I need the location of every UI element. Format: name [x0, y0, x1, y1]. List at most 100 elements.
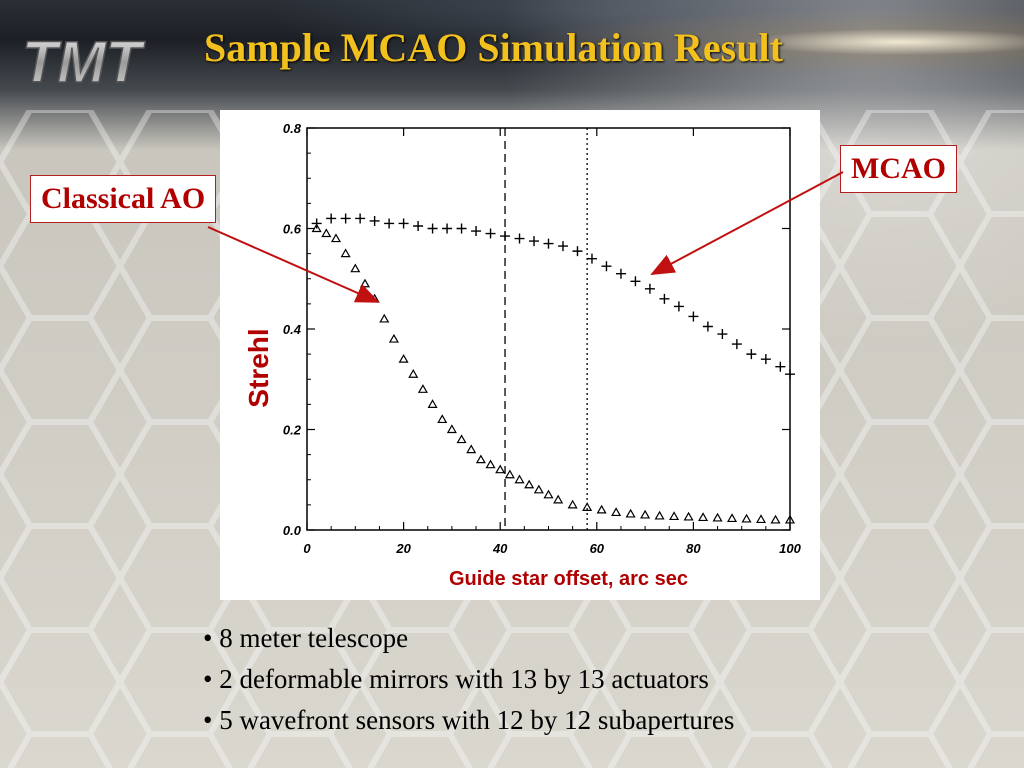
triangle-point [654, 510, 665, 520]
bullet-item: • 8 meter telescope [203, 623, 409, 653]
x-tick-label: 0 [303, 541, 311, 556]
triangle-point [446, 424, 457, 434]
triangle-point [388, 333, 399, 343]
triangle-point [350, 263, 361, 273]
x-tick-label: 80 [686, 541, 701, 556]
chart-panel: 0 20 40 60 80 100 0.0 0.2 0.4 0.6 0.8 Guide star of… [220, 110, 820, 600]
cross-point [717, 329, 728, 340]
triangle-point [582, 502, 593, 511]
cross-point [601, 261, 612, 272]
cross-point [659, 293, 670, 304]
classical-ao-label: Classical AO [30, 175, 217, 223]
triangle-point [533, 484, 544, 494]
cross-point [413, 220, 424, 231]
triangle-point [784, 514, 796, 524]
triangle-point [625, 508, 636, 518]
cross-point [340, 213, 351, 224]
cross-point [586, 253, 597, 264]
cross-point [471, 226, 482, 237]
cross-point [369, 215, 380, 226]
triangle-point [669, 511, 680, 521]
tmt-logo: TMT [21, 29, 146, 96]
cross-point [688, 311, 699, 322]
triangle-point [698, 512, 709, 522]
x-tick-label: 60 [590, 541, 605, 556]
triangle-point [408, 369, 419, 378]
strehl-chart: 0 20 40 60 80 100 0.0 0.2 0.4 0.6 0.8 Guide star of… [243, 121, 802, 590]
slide-title: Sample MCAO Simulation Result [204, 25, 783, 70]
cross-point [644, 283, 655, 294]
triangle-point [359, 278, 370, 288]
cross-point [543, 238, 554, 249]
x-tick-label: 100 [779, 541, 801, 556]
cross-point [731, 339, 742, 350]
cross-point [673, 301, 684, 312]
cross-point [311, 218, 322, 229]
triangle-point [427, 399, 438, 408]
triangle-point [524, 479, 535, 489]
bullet-item: • 5 wavefront sensors with 12 by 12 suba… [203, 705, 735, 735]
triangle-point [770, 514, 781, 524]
cross-point [785, 369, 795, 380]
y-tick-label: 0.4 [283, 322, 302, 337]
triangle-point [514, 474, 525, 484]
triangle-point [553, 494, 564, 504]
cross-point [630, 276, 641, 287]
x-tick-label: 20 [395, 541, 411, 556]
y-tick-label: 0.2 [283, 423, 302, 438]
triangle-point [640, 509, 651, 519]
triangle-point [596, 504, 607, 514]
cross-point [760, 354, 771, 365]
triangle-point [495, 464, 506, 474]
triangle-point [321, 228, 332, 238]
triangle-point [755, 514, 767, 524]
bullet-list: • 8 meter telescope • 2 deformable mirro… [203, 618, 734, 741]
y-tick-label: 0.6 [283, 222, 302, 237]
y-axis-label: Strehl [243, 328, 274, 407]
triangle-point [340, 248, 351, 258]
triangle-point [543, 489, 554, 499]
cross-point [442, 223, 453, 234]
cross-point [398, 218, 409, 229]
triangle-point [369, 293, 380, 303]
triangle-point [417, 384, 428, 393]
cross-point [427, 223, 438, 234]
triangle-point [683, 511, 694, 521]
triangle-point [466, 444, 477, 454]
y-tick-label: 0.8 [283, 121, 302, 136]
logo-text: TMT [22, 30, 146, 95]
x-axis-label: Guide star offset, arc sec [449, 568, 688, 590]
triangle-point [379, 313, 390, 323]
cross-point [615, 268, 626, 279]
cross-point [572, 246, 583, 257]
cross-point [485, 228, 496, 239]
triangle-point [485, 459, 496, 469]
cross-point [500, 231, 511, 242]
x-tick-label: 40 [492, 541, 508, 556]
triangle-point [437, 414, 448, 424]
triangle-point [727, 513, 738, 523]
mcao-label: MCAO [840, 145, 957, 193]
bullet-item: • 2 deformable mirrors with 13 by 13 act… [203, 664, 709, 694]
triangle-point [330, 233, 342, 243]
cross-point [557, 241, 568, 252]
plot-frame [306, 127, 791, 531]
cross-point [456, 223, 467, 234]
cross-point [384, 218, 395, 229]
cross-point [746, 349, 757, 360]
triangle-point [741, 513, 752, 523]
cross-point [529, 236, 540, 247]
header-starfield [0, 0, 1024, 120]
triangle-point [611, 507, 622, 517]
cross-point [326, 213, 337, 224]
y-tick-label: 0.0 [283, 523, 302, 538]
triangle-point [504, 469, 515, 479]
triangle-point [398, 353, 409, 363]
cross-point [775, 361, 786, 372]
triangle-point [475, 454, 486, 464]
cross-point [355, 213, 366, 224]
triangle-point [456, 434, 467, 444]
triangle-point [712, 512, 723, 522]
cross-point [702, 321, 713, 332]
cross-point [514, 233, 525, 244]
